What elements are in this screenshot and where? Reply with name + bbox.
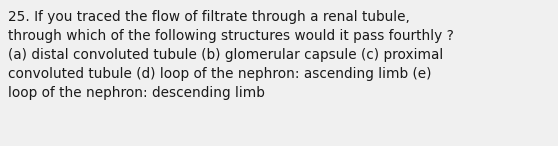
Text: 25. If you traced the flow of filtrate through a renal tubule,
through which of : 25. If you traced the flow of filtrate t… <box>8 10 454 100</box>
